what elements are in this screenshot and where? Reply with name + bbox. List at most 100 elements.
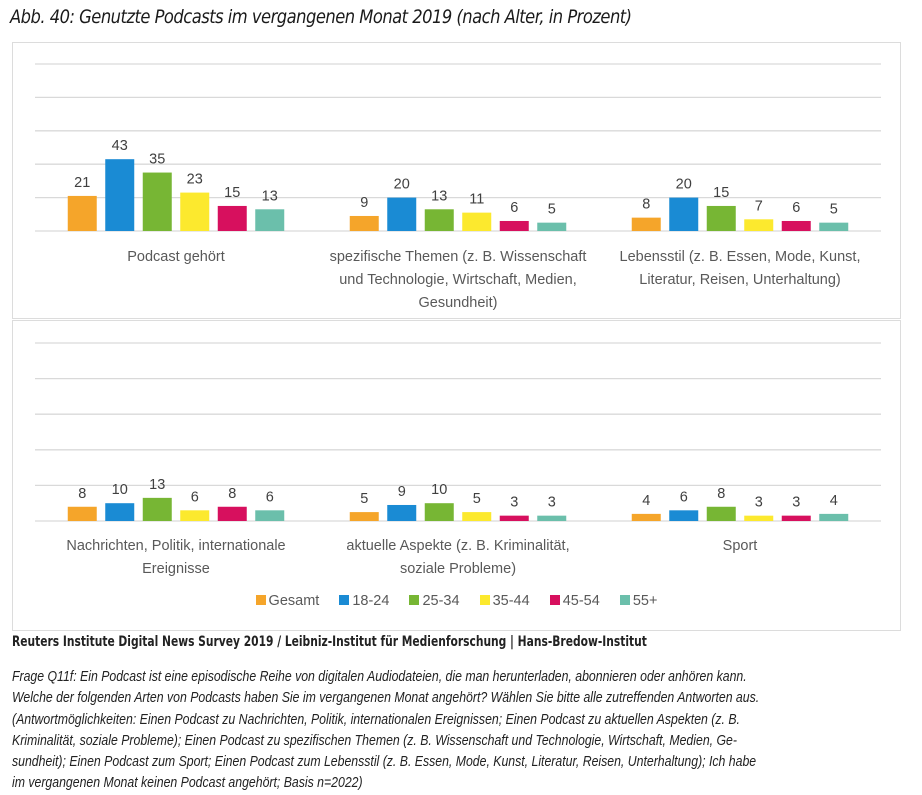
legend-swatch bbox=[619, 595, 630, 605]
note-line: Frage Q11f: Ein Podcast ist eine episodi… bbox=[12, 669, 747, 685]
bar-55plus bbox=[819, 222, 849, 231]
note-line: im vergangenen Monat keinen Podcast ange… bbox=[12, 775, 363, 792]
data-label: 8 bbox=[228, 486, 236, 502]
category-label: Lebensstil (z. B. Essen, Mode, Kunst, bbox=[620, 249, 861, 265]
source-credit: Reuters Institute Digital News Survey 20… bbox=[12, 634, 647, 650]
bar-55plus bbox=[819, 513, 849, 521]
bar-55plus bbox=[537, 222, 567, 231]
category-label: aktuelle Aspekte (z. B. Kriminalität, bbox=[346, 538, 569, 554]
category-label: Ereignisse bbox=[142, 561, 210, 577]
legend-item-gesamt: Gesamt bbox=[255, 593, 319, 609]
bar-35-44 bbox=[744, 219, 774, 231]
bar-25-34 bbox=[424, 209, 454, 231]
data-label: 10 bbox=[431, 482, 447, 498]
chart-panel-bottom: 8 10 13 6 8 6 Nachrichten, Politik, internatio… bbox=[12, 320, 901, 631]
legend-item-35-44: 35-44 bbox=[479, 593, 530, 609]
bar-45-54 bbox=[217, 205, 247, 231]
data-label: 4 bbox=[642, 493, 650, 509]
legend-item-18-24: 18-24 bbox=[339, 593, 389, 609]
bar-25-34 bbox=[706, 506, 736, 521]
legend-label: 18-24 bbox=[352, 593, 390, 609]
bar-35-44 bbox=[180, 192, 210, 231]
bar-Gesamt bbox=[631, 217, 661, 231]
data-label: 8 bbox=[717, 486, 725, 502]
legend-swatch bbox=[409, 595, 420, 605]
bar-Gesamt bbox=[349, 215, 379, 231]
bar-25-34 bbox=[706, 205, 736, 231]
category-label: Sport bbox=[723, 538, 758, 554]
bar-55plus bbox=[537, 515, 567, 521]
legend-swatch bbox=[339, 595, 350, 605]
bar-18-24 bbox=[105, 503, 135, 521]
bar-35-44 bbox=[462, 212, 492, 231]
data-label: 43 bbox=[112, 138, 128, 154]
category-label: spezifische Themen (z. B. Wissenschaft bbox=[330, 249, 587, 265]
legend-item-55plus: 55+ bbox=[619, 593, 657, 609]
data-label: 6 bbox=[792, 200, 800, 216]
bar-18-24 bbox=[387, 197, 417, 231]
data-label: 21 bbox=[74, 175, 90, 191]
legend-item-25-34: 25-34 bbox=[409, 593, 460, 609]
data-label: 13 bbox=[262, 188, 278, 204]
data-label: 6 bbox=[680, 489, 688, 505]
legend-swatch bbox=[549, 595, 560, 605]
figure-title: Abb. 40: Genutzte Podcasts im vergangene… bbox=[10, 6, 632, 28]
category-label: Literatur, Reisen, Unterhaltung) bbox=[639, 272, 841, 288]
data-label: 3 bbox=[510, 495, 518, 511]
bar-45-54 bbox=[217, 506, 247, 521]
data-label: 11 bbox=[469, 192, 484, 208]
data-label: 4 bbox=[830, 493, 838, 509]
bar-55plus bbox=[255, 209, 285, 231]
note-line: Kriminalität, soziale Probleme); Einen P… bbox=[12, 732, 737, 749]
bar-Gesamt bbox=[349, 512, 379, 521]
data-label: 3 bbox=[755, 495, 763, 511]
bar-45-54 bbox=[781, 220, 811, 231]
data-label: 7 bbox=[755, 198, 763, 214]
note-line: Welche der folgenden Arten von Podcasts … bbox=[12, 690, 760, 707]
data-label: 6 bbox=[191, 489, 199, 505]
data-label: 5 bbox=[830, 202, 838, 218]
bar-35-44 bbox=[462, 512, 492, 521]
bar-55plus bbox=[255, 510, 285, 521]
data-label: 20 bbox=[676, 177, 692, 193]
legend-swatch bbox=[479, 595, 490, 605]
legend-label: 25-34 bbox=[422, 593, 460, 609]
data-label: 10 bbox=[112, 482, 128, 498]
bar-18-24 bbox=[669, 510, 699, 521]
data-label: 35 bbox=[149, 152, 165, 168]
data-label: 20 bbox=[394, 177, 410, 193]
data-label: 15 bbox=[713, 185, 729, 201]
bar-Gesamt bbox=[631, 513, 661, 521]
data-label: 9 bbox=[360, 195, 368, 211]
data-label: 5 bbox=[473, 491, 481, 507]
bar-chart-bottom: 8 10 13 6 8 6 Nachrichten, Politik, internatio… bbox=[35, 342, 881, 577]
legend-label: 45-54 bbox=[562, 593, 600, 609]
category-label: und Technologie, Wirtschaft, Medien, bbox=[339, 272, 577, 288]
legend-item-45-54: 45-54 bbox=[549, 593, 600, 609]
bar-45-54 bbox=[781, 515, 811, 521]
bar-Gesamt bbox=[67, 506, 97, 521]
bar-25-34 bbox=[142, 497, 172, 521]
bar-25-34 bbox=[142, 172, 172, 231]
bar-18-24 bbox=[669, 197, 699, 231]
legend-swatch bbox=[255, 595, 266, 605]
bar-Gesamt bbox=[67, 195, 97, 231]
bar-45-54 bbox=[499, 515, 529, 521]
data-label: 3 bbox=[548, 495, 556, 511]
data-label: 3 bbox=[792, 495, 800, 511]
data-label: 8 bbox=[78, 486, 86, 502]
bar-45-54 bbox=[499, 220, 529, 231]
bar-18-24 bbox=[105, 159, 135, 231]
data-label: 13 bbox=[431, 188, 447, 204]
chart-legend: Gesamt 18-24 25-34 35-44 45-54 55+ bbox=[13, 593, 900, 609]
category-label: Podcast gehört bbox=[127, 249, 225, 265]
data-label: 6 bbox=[510, 200, 518, 216]
category-label: Gesundheit) bbox=[419, 295, 498, 311]
bar-chart-top: 21 43 35 23 15 13 Podcast gehört 9 20 13 11 6 5 spezi… bbox=[35, 63, 881, 311]
bar-35-44 bbox=[180, 510, 210, 521]
data-label: 5 bbox=[548, 202, 556, 218]
bar-35-44 bbox=[744, 515, 774, 521]
data-label: 8 bbox=[642, 197, 650, 213]
data-label: 15 bbox=[224, 185, 240, 201]
chart-panel-top: 21 43 35 23 15 13 Podcast gehört 9 20 13 11 6 5 spezi… bbox=[12, 42, 901, 319]
